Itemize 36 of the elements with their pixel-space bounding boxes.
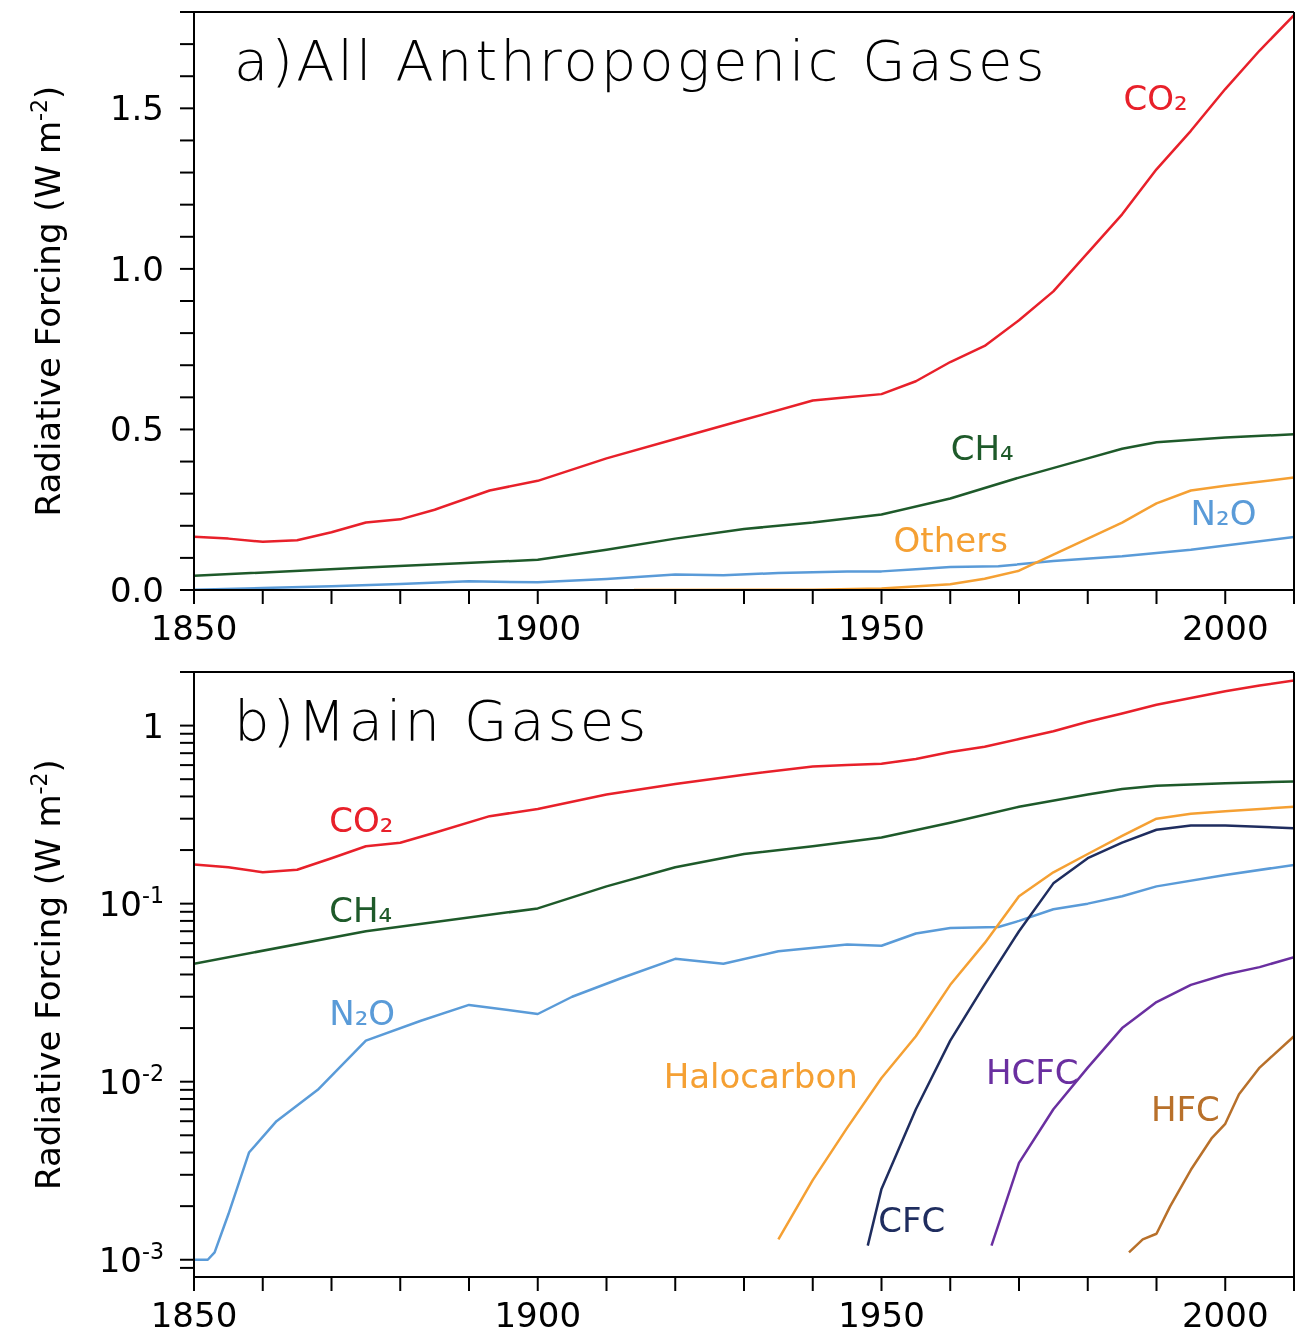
series-label: CO₂ (1123, 77, 1188, 119)
x-tick-label: 2000 (1181, 1295, 1269, 1335)
series-label: CH₄ (329, 890, 393, 931)
y-tick-label: 1.0 (109, 248, 164, 289)
line-series (1127, 1034, 1294, 1254)
x-tick-label: 2000 (1181, 608, 1269, 648)
line-series (194, 780, 1294, 965)
series-label: Others (893, 520, 1008, 561)
series-label: N₂O (1190, 492, 1257, 534)
y-tick-label: 10$^{-2}$ (98, 1059, 164, 1102)
series-label: CO₂ (329, 800, 394, 841)
series-label: HCFC (986, 1051, 1079, 1093)
series-label: Halocarbon (663, 1055, 858, 1097)
chart-title: b)Main Gases (234, 688, 650, 753)
series-label: N₂O (329, 993, 396, 1034)
y-tick-label: 0.0 (109, 570, 164, 610)
series-label: CFC (878, 1199, 946, 1241)
x-tick-label: 1900 (494, 1295, 582, 1335)
x-tick-label: 1850 (150, 608, 238, 648)
series-label: HFC (1151, 1089, 1220, 1131)
x-tick-label: 1900 (494, 608, 582, 648)
y-tick-label: 10$^{-1}$ (98, 881, 164, 924)
x-tick-label: 1850 (150, 1295, 238, 1335)
series-label: CH₄ (950, 427, 1014, 469)
x-tick-label: 1950 (838, 608, 925, 648)
line-series (866, 824, 1294, 1247)
line-series (990, 956, 1294, 1247)
x-tick-label: 1950 (838, 1295, 925, 1335)
line-series (194, 679, 1294, 874)
y-tick-label: 0.5 (109, 409, 164, 450)
line-series (194, 863, 1294, 1261)
y-tick-label: 10$^{-3}$ (98, 1237, 164, 1280)
chart-title: a)All Anthropogenic Gases (234, 28, 1048, 93)
line-series (194, 433, 1294, 578)
y-tick-label: 1.5 (109, 88, 164, 129)
y-tick-label: 1 (142, 705, 164, 746)
